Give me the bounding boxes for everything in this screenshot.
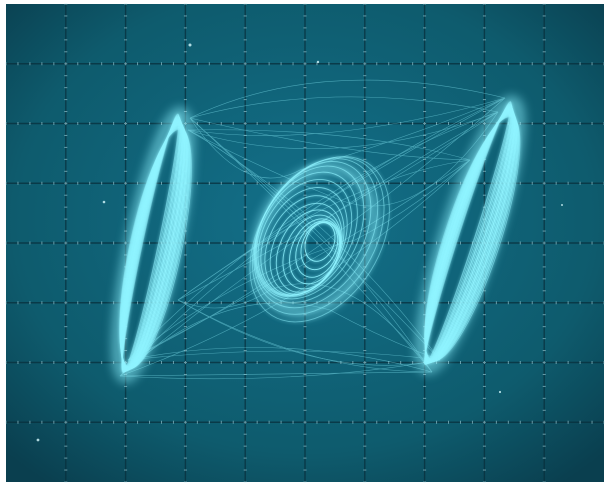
left-loop-pass — [121, 114, 180, 373]
trace-strand — [189, 117, 471, 161]
trace-strand — [127, 239, 356, 361]
center-spiral-pass — [295, 220, 340, 278]
trace-strand — [329, 309, 441, 361]
screen-specks — [36, 43, 563, 442]
trace-strand — [127, 111, 499, 361]
trace-strand — [177, 111, 499, 301]
trace-strand — [187, 111, 499, 149]
trace-strand — [177, 299, 441, 366]
trace-strand — [127, 350, 441, 361]
trace-strand — [354, 159, 471, 241]
trace-strand — [269, 283, 433, 373]
trace-strand — [189, 117, 433, 373]
trace-strand — [127, 159, 471, 361]
trace-right-loop — [423, 101, 521, 366]
left-loop-pass — [119, 128, 192, 369]
right-loop-pass — [424, 102, 512, 365]
trace-strand — [189, 117, 301, 179]
trace-connecting-strands — [119, 79, 506, 380]
trace-strand — [187, 97, 506, 136]
trace-strand — [119, 159, 471, 377]
center-spiral-pass — [264, 195, 345, 296]
center-spiral-pass — [300, 221, 339, 271]
trace-strand — [299, 97, 506, 171]
trace-strand — [187, 129, 471, 161]
center-spiral-pass — [257, 179, 353, 297]
trace-strand — [127, 347, 433, 373]
graticule-center-ticks — [5, 3, 605, 483]
center-spiral-pass — [255, 171, 358, 298]
trace-strand — [177, 159, 471, 301]
trace-strand — [189, 117, 441, 361]
trace-strand — [189, 79, 506, 119]
trace-strand — [177, 97, 506, 301]
center-spiral-pass — [260, 187, 348, 296]
left-loop-pass — [121, 113, 180, 374]
trace-strand — [189, 96, 499, 119]
trace-strand — [119, 97, 506, 377]
trace-strand — [177, 299, 433, 373]
center-spiral-pass — [249, 156, 390, 323]
right-loop-pass — [424, 116, 521, 362]
trace-strand — [119, 359, 441, 380]
trace-strand — [187, 129, 433, 373]
trace-strand — [187, 129, 441, 361]
trace-strand — [339, 111, 499, 207]
trace-center-spiral — [249, 156, 390, 323]
trace-strand — [119, 371, 433, 377]
trace-strand — [119, 302, 331, 377]
right-loop-pass — [423, 101, 512, 366]
center-spiral-pass — [304, 222, 336, 262]
trace-left-loop — [119, 113, 192, 374]
trace-strand — [177, 289, 271, 309]
trace-strand — [127, 97, 506, 361]
trace-strand — [119, 111, 499, 377]
trace-strand — [187, 129, 341, 201]
